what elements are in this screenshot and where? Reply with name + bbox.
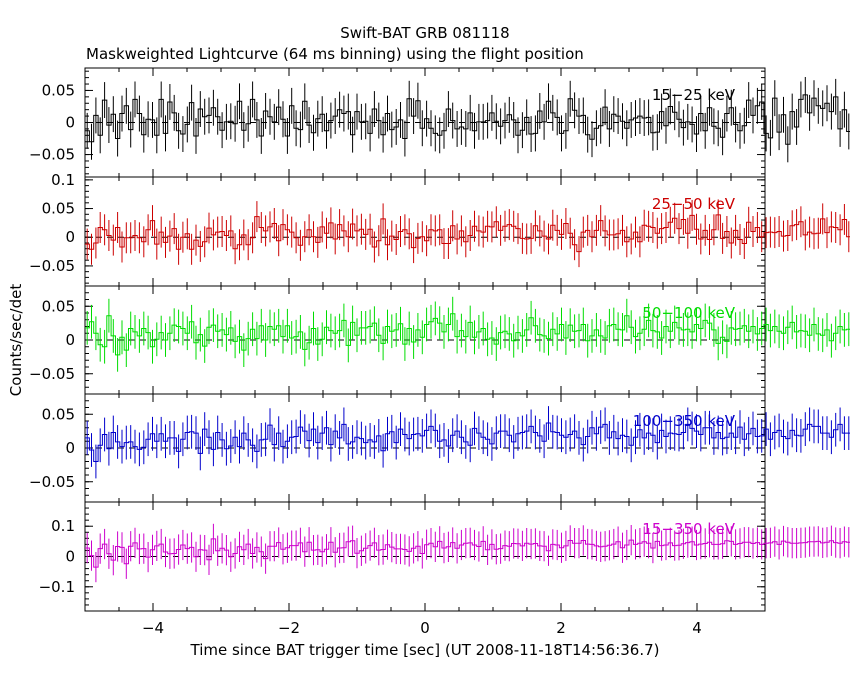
y-tick-label: 0 <box>65 114 75 132</box>
panel-0: 0.05 0 −0.05 15−25 keV <box>29 67 850 178</box>
band-label-0: 15−25 keV <box>652 86 736 104</box>
series-3-steps <box>85 422 850 462</box>
series-3-errorbars <box>86 406 850 479</box>
band-label-4: 15−350 keV <box>642 520 735 538</box>
y-tick-label: 0.05 <box>42 200 75 218</box>
y-tick-label: 0 <box>65 331 75 349</box>
x-tick-label: −2 <box>278 619 300 637</box>
x-tick-label: 4 <box>692 619 702 637</box>
panel-1: 0.1 0.05 0 −0.05 25−50 keV <box>29 171 850 287</box>
x-tick-label: 0 <box>420 619 430 637</box>
series-4-errorbars <box>86 523 850 583</box>
series-1-steps <box>85 214 850 253</box>
band-label-1: 25−50 keV <box>652 195 736 213</box>
band-label-2: 50−100 keV <box>642 304 735 322</box>
y-tick-label: 0.05 <box>42 405 75 423</box>
series-0-steps <box>85 94 850 145</box>
y-tick-label: 0.05 <box>42 81 75 99</box>
y-tick-label: 0 <box>65 228 75 246</box>
x-tick-label: −4 <box>142 619 164 637</box>
y-tick-label: −0.1 <box>39 578 75 596</box>
panels-group: 0.05 0 −0.05 15−25 keV 0.1 0.05 0 −0.05 25−50 ke… <box>29 67 850 637</box>
panel-3: 0.05 0 −0.05 100−350 keV <box>29 393 850 503</box>
y-tick-label: −0.05 <box>29 257 75 275</box>
y-tick-label: 0.1 <box>51 171 75 189</box>
y-axis-label: Counts/sec/det <box>7 284 25 397</box>
y-tick-label: 0 <box>65 439 75 457</box>
x-axis-label: Time since BAT trigger time [sec] (UT 20… <box>190 641 660 659</box>
x-tick-label: 2 <box>556 619 566 637</box>
series-2-steps <box>85 313 850 356</box>
series-2-errorbars <box>86 296 850 372</box>
chart-subtitle: Maskweighted Lightcurve (64 ms binning) … <box>86 45 584 63</box>
y-tick-label: 0 <box>65 548 75 566</box>
series-0-errorbars <box>86 77 850 163</box>
y-tick-label: 0.1 <box>51 517 75 535</box>
y-tick-label: −0.05 <box>29 365 75 383</box>
y-tick-label: −0.05 <box>29 146 75 164</box>
panel-2: 0.05 0 −0.05 50−100 keV <box>29 285 850 395</box>
y-tick-label: 0.05 <box>42 297 75 315</box>
series-1-errorbars <box>86 199 850 268</box>
chart-title: Swift-BAT GRB 081118 <box>340 24 509 42</box>
band-label-3: 100−350 keV <box>633 412 736 430</box>
y-tick-label: −0.05 <box>29 473 75 491</box>
panel-4: 0.1 0 −0.1 15−350 keV <box>39 501 850 612</box>
